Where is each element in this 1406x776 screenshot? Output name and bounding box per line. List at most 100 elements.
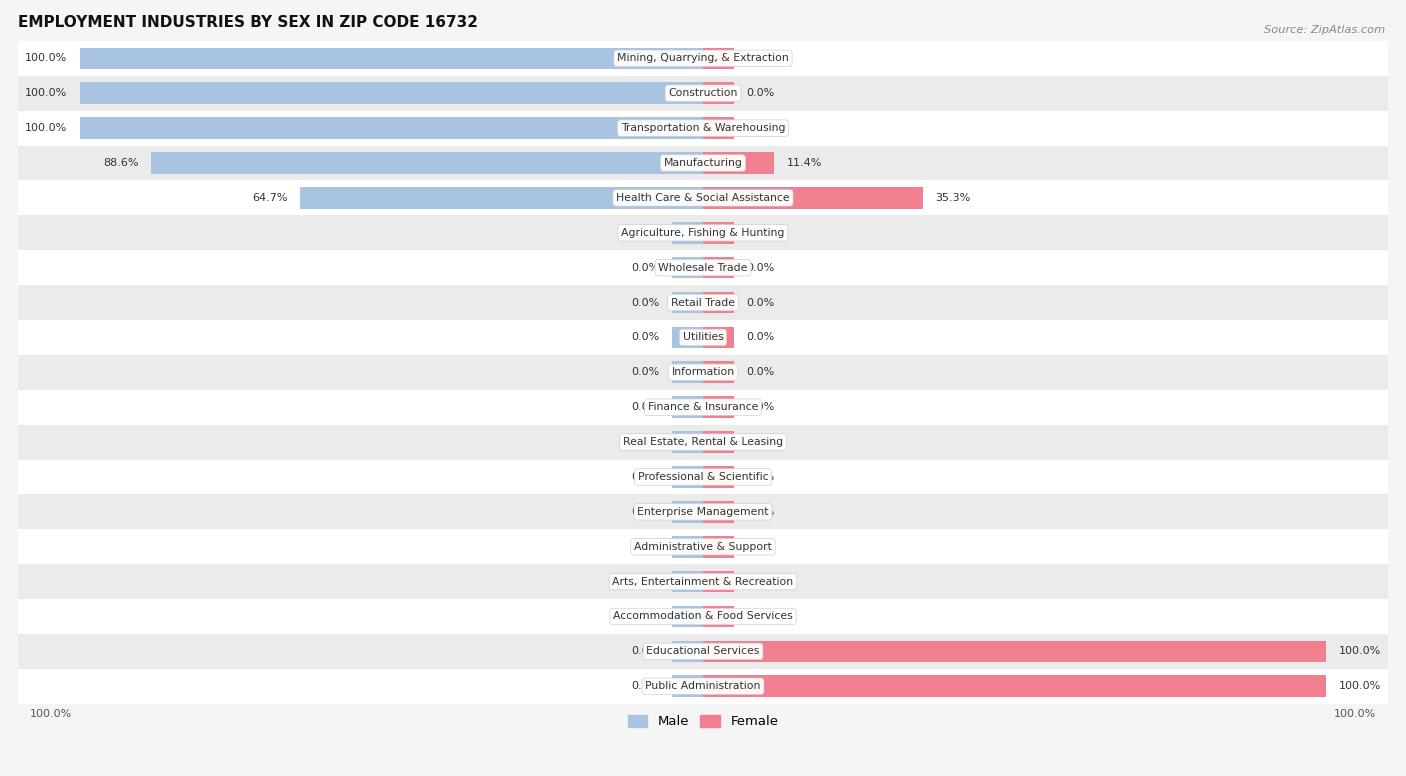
Bar — [703, 536, 734, 557]
Bar — [18, 111, 1388, 146]
Bar — [703, 606, 734, 627]
Text: 0.0%: 0.0% — [747, 437, 775, 447]
Bar — [672, 536, 703, 557]
Bar — [703, 152, 775, 174]
Text: Educational Services: Educational Services — [647, 646, 759, 656]
Bar — [80, 117, 703, 139]
Text: 0.0%: 0.0% — [631, 367, 659, 377]
Text: 0.0%: 0.0% — [631, 542, 659, 552]
Text: Construction: Construction — [668, 88, 738, 99]
Text: 0.0%: 0.0% — [631, 227, 659, 237]
Text: 0.0%: 0.0% — [747, 542, 775, 552]
Text: 100.0%: 100.0% — [1339, 681, 1381, 691]
Text: 0.0%: 0.0% — [631, 262, 659, 272]
Bar — [672, 397, 703, 418]
Bar — [672, 501, 703, 523]
Bar — [672, 466, 703, 488]
Bar — [672, 606, 703, 627]
Bar — [703, 501, 734, 523]
Bar — [18, 599, 1388, 634]
Bar — [703, 47, 734, 69]
Text: Manufacturing: Manufacturing — [664, 158, 742, 168]
Bar — [80, 82, 703, 104]
Text: 0.0%: 0.0% — [631, 472, 659, 482]
Text: Public Administration: Public Administration — [645, 681, 761, 691]
Bar — [672, 257, 703, 279]
Text: 64.7%: 64.7% — [252, 193, 287, 203]
Bar — [672, 292, 703, 314]
Text: 0.0%: 0.0% — [747, 88, 775, 99]
Bar — [703, 257, 734, 279]
Text: EMPLOYMENT INDUSTRIES BY SEX IN ZIP CODE 16732: EMPLOYMENT INDUSTRIES BY SEX IN ZIP CODE… — [18, 15, 478, 30]
Bar — [18, 459, 1388, 494]
Bar — [703, 117, 734, 139]
Text: Source: ZipAtlas.com: Source: ZipAtlas.com — [1264, 25, 1385, 35]
Bar — [18, 355, 1388, 390]
Bar — [18, 146, 1388, 181]
Bar — [672, 327, 703, 348]
Bar — [18, 669, 1388, 704]
Text: 100.0%: 100.0% — [25, 123, 67, 133]
Bar — [672, 222, 703, 244]
Text: Health Care & Social Assistance: Health Care & Social Assistance — [616, 193, 790, 203]
Text: 0.0%: 0.0% — [631, 681, 659, 691]
Bar — [703, 431, 734, 453]
Text: Accommodation & Food Services: Accommodation & Food Services — [613, 611, 793, 622]
Text: 0.0%: 0.0% — [747, 227, 775, 237]
Bar — [18, 320, 1388, 355]
Bar — [80, 47, 703, 69]
Text: 0.0%: 0.0% — [631, 611, 659, 622]
Text: Finance & Insurance: Finance & Insurance — [648, 402, 758, 412]
Text: 0.0%: 0.0% — [631, 402, 659, 412]
Text: Retail Trade: Retail Trade — [671, 297, 735, 307]
Text: 0.0%: 0.0% — [747, 402, 775, 412]
Bar — [672, 362, 703, 383]
Bar — [703, 292, 734, 314]
Text: Professional & Scientific: Professional & Scientific — [638, 472, 768, 482]
Bar — [672, 431, 703, 453]
Bar — [18, 424, 1388, 459]
Bar — [18, 529, 1388, 564]
Bar — [703, 82, 734, 104]
Bar — [18, 564, 1388, 599]
Bar — [703, 571, 734, 592]
Bar — [299, 187, 703, 209]
Text: Enterprise Management: Enterprise Management — [637, 507, 769, 517]
Text: 0.0%: 0.0% — [747, 472, 775, 482]
Text: 100.0%: 100.0% — [25, 54, 67, 64]
Bar — [18, 285, 1388, 320]
Text: 0.0%: 0.0% — [747, 123, 775, 133]
Bar — [18, 215, 1388, 250]
Text: 100.0%: 100.0% — [1339, 646, 1381, 656]
Text: 35.3%: 35.3% — [935, 193, 970, 203]
Text: 11.4%: 11.4% — [786, 158, 823, 168]
Bar — [672, 571, 703, 592]
Bar — [703, 327, 734, 348]
Bar — [703, 675, 1326, 697]
Text: 0.0%: 0.0% — [631, 646, 659, 656]
Text: Utilities: Utilities — [682, 332, 724, 342]
Text: 0.0%: 0.0% — [747, 507, 775, 517]
Text: 0.0%: 0.0% — [631, 507, 659, 517]
Bar — [18, 494, 1388, 529]
Bar — [150, 152, 703, 174]
Bar — [18, 250, 1388, 285]
Text: 0.0%: 0.0% — [747, 332, 775, 342]
Text: 100.0%: 100.0% — [25, 88, 67, 99]
Bar — [703, 397, 734, 418]
Text: 0.0%: 0.0% — [631, 577, 659, 587]
Text: 0.0%: 0.0% — [747, 367, 775, 377]
Text: 0.0%: 0.0% — [747, 297, 775, 307]
Text: 0.0%: 0.0% — [747, 577, 775, 587]
Text: 0.0%: 0.0% — [631, 297, 659, 307]
Text: 0.0%: 0.0% — [747, 262, 775, 272]
Text: Administrative & Support: Administrative & Support — [634, 542, 772, 552]
Bar — [672, 640, 703, 662]
Bar — [18, 634, 1388, 669]
Bar — [18, 181, 1388, 215]
Bar — [672, 675, 703, 697]
Text: Agriculture, Fishing & Hunting: Agriculture, Fishing & Hunting — [621, 227, 785, 237]
Text: 0.0%: 0.0% — [631, 332, 659, 342]
Text: 100.0%: 100.0% — [30, 709, 72, 719]
Text: 0.0%: 0.0% — [631, 437, 659, 447]
